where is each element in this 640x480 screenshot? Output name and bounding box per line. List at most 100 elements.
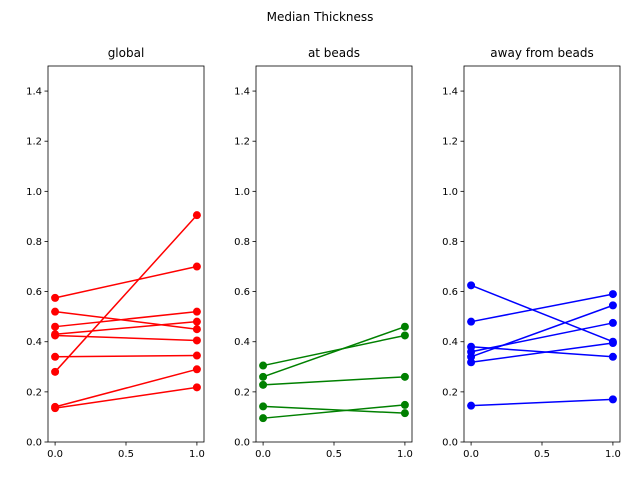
- series-line: [263, 376, 405, 386]
- y-tick-label: 0.6: [26, 287, 42, 298]
- y-tick-label: 1.2: [442, 137, 458, 148]
- data-point: [608, 352, 617, 361]
- data-point: [400, 400, 409, 409]
- series-line: [471, 398, 613, 407]
- data-point: [608, 301, 617, 310]
- x-tick-label: 1.0: [397, 449, 413, 460]
- data-point: [400, 372, 409, 381]
- y-tick-label: 0.4: [442, 337, 458, 348]
- series-line: [54, 310, 198, 330]
- x-tick-label: 0.0: [463, 449, 479, 460]
- axes-frame: [47, 65, 205, 443]
- y-tick-label: 0.8: [442, 237, 458, 248]
- y-tick-label: 0.0: [442, 438, 458, 449]
- data-point: [192, 351, 201, 360]
- data-point: [192, 211, 201, 220]
- data-point: [192, 262, 201, 271]
- data-point: [192, 325, 201, 334]
- y-tick-label: 1.0: [442, 187, 458, 198]
- series-line: [55, 354, 197, 358]
- series-line: [470, 284, 614, 343]
- data-point: [192, 307, 201, 316]
- data-point: [51, 352, 60, 361]
- series-line: [470, 293, 614, 323]
- axes-frame: [463, 65, 621, 443]
- series-line: [262, 325, 406, 378]
- y-tick-label: 0.2: [26, 387, 42, 398]
- series-line: [54, 265, 198, 299]
- panel-title: away from beads: [490, 46, 593, 60]
- data-point: [467, 358, 476, 367]
- data-point: [467, 401, 476, 410]
- data-point: [51, 367, 60, 376]
- x-tick-label: 0.0: [47, 449, 63, 460]
- series-line: [262, 334, 406, 367]
- series-line: [470, 322, 614, 353]
- y-tick-label: 1.2: [26, 137, 42, 148]
- data-point: [192, 317, 201, 326]
- data-point: [51, 331, 60, 340]
- y-tick-label: 0.6: [234, 287, 250, 298]
- x-tick-label: 0.5: [118, 449, 134, 460]
- y-tick-label: 1.4: [26, 87, 42, 98]
- y-tick-label: 1.2: [234, 137, 250, 148]
- y-tick-label: 0.0: [234, 438, 250, 449]
- panel-title: at beads: [308, 46, 360, 60]
- series-line: [470, 304, 614, 358]
- series-line: [55, 334, 197, 342]
- data-point: [51, 322, 60, 331]
- data-point: [400, 409, 409, 418]
- data-point: [192, 365, 201, 374]
- axes-frame: [255, 65, 413, 443]
- y-tick-label: 0.6: [442, 287, 458, 298]
- series-line: [263, 404, 405, 419]
- y-tick-label: 1.0: [26, 187, 42, 198]
- data-point: [608, 318, 617, 327]
- y-tick-label: 0.4: [234, 337, 250, 348]
- data-point: [51, 404, 60, 413]
- series-line: [54, 386, 198, 409]
- x-tick-label: 0.0: [255, 449, 271, 460]
- x-tick-label: 0.5: [326, 449, 342, 460]
- data-point: [192, 383, 201, 392]
- x-tick-label: 0.5: [534, 449, 550, 460]
- y-tick-label: 1.4: [234, 87, 250, 98]
- figure-suptitle: Median Thickness: [267, 10, 374, 24]
- panel-1: global 0.0 0.2 0.4 0.6 0.8 1.0 1.2 1.4 0.0 0.5 1.0: [26, 46, 205, 460]
- panel-3: away from beads 0.0 0.2 0.4 0.6 0.8 1.0 1.2 1.4 0…: [442, 46, 621, 460]
- data-point: [467, 317, 476, 326]
- series-line: [54, 368, 198, 408]
- x-tick-label: 1.0: [605, 449, 621, 460]
- series-line: [470, 342, 614, 364]
- panel-title: global: [108, 46, 145, 60]
- data-point: [259, 414, 268, 423]
- series-line: [55, 320, 197, 335]
- data-point: [259, 361, 268, 370]
- data-point: [51, 307, 60, 316]
- y-tick-label: 0.2: [234, 387, 250, 398]
- data-point: [51, 293, 60, 302]
- series-line: [55, 310, 197, 328]
- y-tick-label: 0.0: [26, 438, 42, 449]
- y-tick-label: 0.2: [442, 387, 458, 398]
- y-tick-label: 1.0: [234, 187, 250, 198]
- x-tick-label: 1.0: [189, 449, 205, 460]
- data-point: [192, 336, 201, 345]
- y-tick-label: 1.4: [442, 87, 458, 98]
- y-tick-label: 0.8: [234, 237, 250, 248]
- data-point: [400, 331, 409, 340]
- data-point: [608, 338, 617, 347]
- data-point: [467, 352, 476, 361]
- data-point: [608, 395, 617, 404]
- series-line: [54, 214, 198, 373]
- data-point: [259, 402, 268, 411]
- data-point: [259, 372, 268, 381]
- y-tick-label: 0.8: [26, 237, 42, 248]
- series-line: [263, 405, 405, 414]
- y-tick-label: 0.4: [26, 337, 42, 348]
- data-point: [259, 380, 268, 389]
- data-point: [608, 290, 617, 299]
